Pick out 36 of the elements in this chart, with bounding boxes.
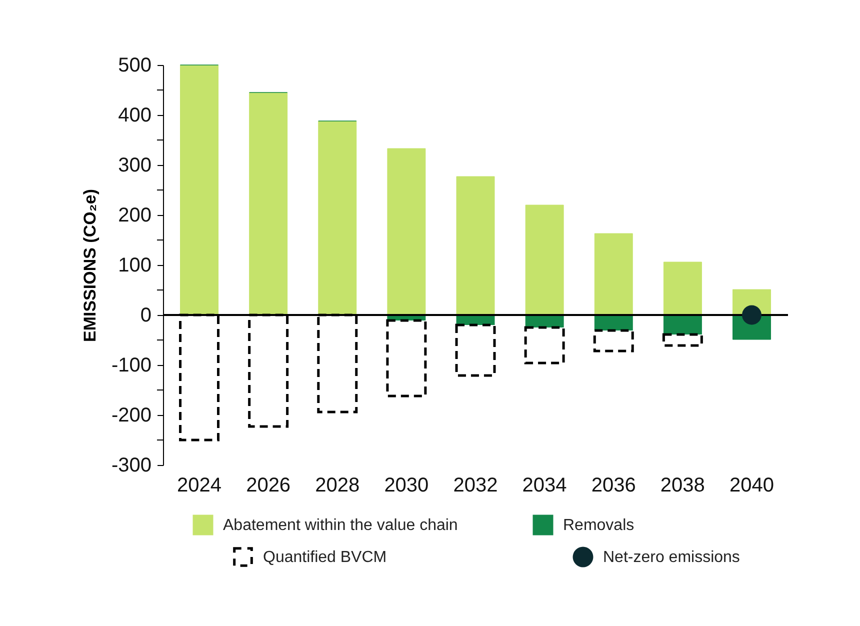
y-tick-label: 0 [140,304,152,326]
y-tick-label: 400 [118,104,152,126]
bar [593,329,634,352]
bar [594,233,633,316]
x-tick-label: 2034 [522,474,567,496]
legend-label: Net-zero emissions [603,549,740,566]
y-tick-label: -100 [111,354,152,376]
y-tick-label: 100 [118,254,152,276]
y-tick-label: -200 [111,404,152,426]
bar [525,204,564,316]
bar [249,92,288,316]
y-axis-title: EMISSIONS (CO₂e) [80,188,100,342]
y-tick-label: 200 [118,204,152,226]
x-tick-label: 2030 [384,474,429,496]
bar [456,176,495,316]
x-tick-label: 2026 [246,474,291,496]
y-tick-label: 500 [118,54,152,76]
bar [386,319,427,398]
legend-label: Abatement within the value chain [223,517,458,534]
x-tick-label: 2028 [315,474,360,496]
x-tick-label: 2040 [729,474,774,496]
legend-label: Quantified BVCM [263,549,387,566]
y-tick-label: 300 [118,154,152,176]
legend-label: Removals [563,517,634,534]
bar [662,333,703,347]
bar [387,148,426,316]
x-tick-label: 2036 [591,474,636,496]
x-tick-label: 2032 [453,474,498,496]
bar [455,324,496,377]
x-tick-label: 2024 [177,474,222,496]
y-tick-label: -300 [111,454,152,476]
bar [318,120,357,316]
bar [180,64,218,316]
bar [524,326,565,364]
x-tick-label: 2038 [660,474,705,496]
bar [663,262,702,316]
